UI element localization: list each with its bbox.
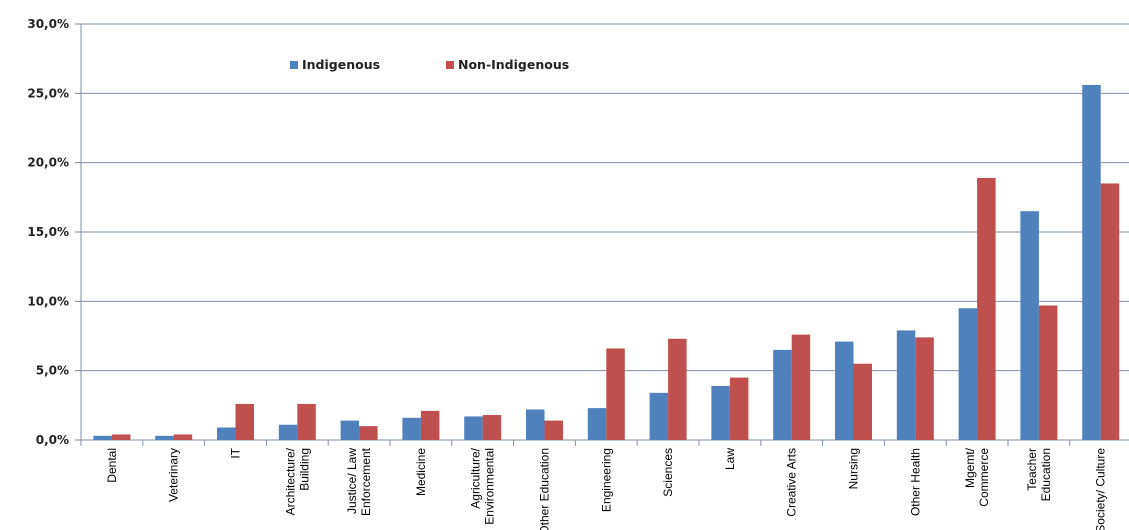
y-tick-label: 30,0% [27,17,69,31]
y-tick-label: 5,0% [36,364,69,378]
bar-indigenous [464,416,483,440]
bar-non-indigenous [420,410,440,440]
bar-non-indigenous [544,420,563,440]
y-tick-label: 25,0% [27,86,69,100]
bar-indigenous [958,308,978,440]
x-tick-label: Society/ Culture [1094,448,1108,530]
bar-non-indigenous [853,363,872,440]
x-tick-label: Engineering [599,448,613,512]
x-tick-label: Mgemt/Commerce [963,447,991,506]
legend: Indigenous Non-Indigenous [290,57,569,72]
x-tick-label: Justice/ LawEnforcement [345,447,373,516]
bar-indigenous [340,420,360,440]
bar-indigenous [217,427,236,440]
bar-non-indigenous [791,334,811,440]
bar-non-indigenous [1038,305,1058,440]
bar-non-indigenous [359,426,378,440]
bar-non-indigenous [235,403,254,440]
x-tick-label: IT [229,447,243,458]
gridlines [75,23,1129,441]
bar-indigenous [711,385,730,440]
bar-indigenous [278,424,298,440]
legend-swatch [446,61,454,69]
legend-label: Non-Indigenous [458,57,569,72]
x-tick-label: Creative Arts [785,448,799,517]
bar-indigenous [896,330,916,440]
bar-non-indigenous [111,434,131,440]
x-tick-label: Law [723,448,737,470]
bar-indigenous [402,417,421,440]
bar-non-indigenous [1100,183,1120,440]
bar-indigenous [587,408,607,440]
bar-indigenous [93,435,112,440]
x-tick-label: Agriculture/Environmental [469,447,497,524]
legend-swatch [290,61,298,69]
x-tick-label: Medicine [414,448,428,496]
x-tick-label: TeacherEducation [1025,448,1053,501]
y-tick-label: 10,0% [27,294,69,308]
x-tick-label: Sciences [661,448,675,497]
bar-indigenous [526,409,545,440]
bar-indigenous [1020,211,1039,440]
bar-indigenous [649,392,669,440]
bar-indigenous [835,341,854,440]
x-tick-label: Dental [105,448,119,483]
x-axis-ticks: Dental Veterinary IT Architecture/Building J… [105,447,1108,530]
x-tick-label: Other Health [908,448,922,516]
y-tick-label: 15,0% [27,225,69,239]
bar-indigenous [155,435,174,440]
bar-non-indigenous [729,377,749,440]
bar-non-indigenous [668,338,687,440]
bars [93,85,1120,441]
bar-non-indigenous [915,337,934,440]
y-axis-ticks: 0,0% 5,0% 10,0% 15,0% 20,0% 25,0% 30,0% [27,17,69,447]
x-tick-label: Other Education [538,448,552,530]
legend-label: Indigenous [302,57,380,72]
x-tick-label: Nursing [847,448,861,489]
bar-indigenous [1082,85,1101,440]
y-tick-label: 20,0% [27,156,69,170]
x-tick-label: Veterinary [167,448,181,502]
bar-non-indigenous [173,434,193,440]
bar-non-indigenous [606,348,625,440]
bar-non-indigenous [482,415,502,440]
bar-indigenous [773,349,792,440]
bar-non-indigenous [297,403,316,440]
y-tick-label: 0,0% [36,433,69,447]
bar-non-indigenous [977,177,996,441]
x-tick-label: Architecture/Building [283,447,311,515]
